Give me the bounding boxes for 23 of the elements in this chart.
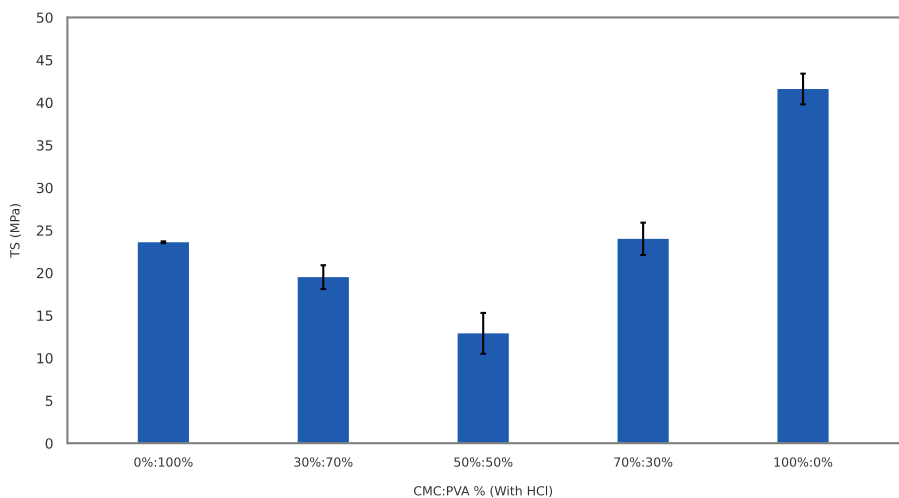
y-axis-title: TS (MPa)	[10, 204, 22, 258]
bar	[618, 238, 669, 444]
y-tick-label: 10	[37, 353, 53, 364]
bar	[138, 242, 189, 444]
y-tick-label: 0	[46, 438, 53, 449]
x-tick-label: 100%:0%	[774, 457, 832, 467]
y-tick-label: 15	[37, 310, 52, 321]
bar	[298, 277, 349, 444]
bar	[458, 333, 509, 444]
x-axis-title: CMC:PVA % (With HCl)	[414, 486, 552, 498]
y-tick-label: 50	[36, 12, 53, 23]
y-tick-label: 35	[36, 140, 52, 151]
y-tick-label: 40	[36, 98, 53, 108]
bar	[777, 88, 829, 444]
x-tick-label: 0%:100%	[134, 457, 193, 467]
x-tick-label: 30%:70%	[294, 457, 352, 467]
y-tick-label: 30	[36, 182, 53, 194]
y-tick-label: 20	[36, 268, 53, 278]
y-tick-label: 45	[36, 55, 52, 66]
x-tick-label: 50%:50%	[454, 457, 512, 467]
y-tick-label: 25	[36, 225, 52, 236]
x-tick-label: 70%:30%	[614, 457, 672, 467]
y-tick-label: 5	[46, 396, 52, 406]
